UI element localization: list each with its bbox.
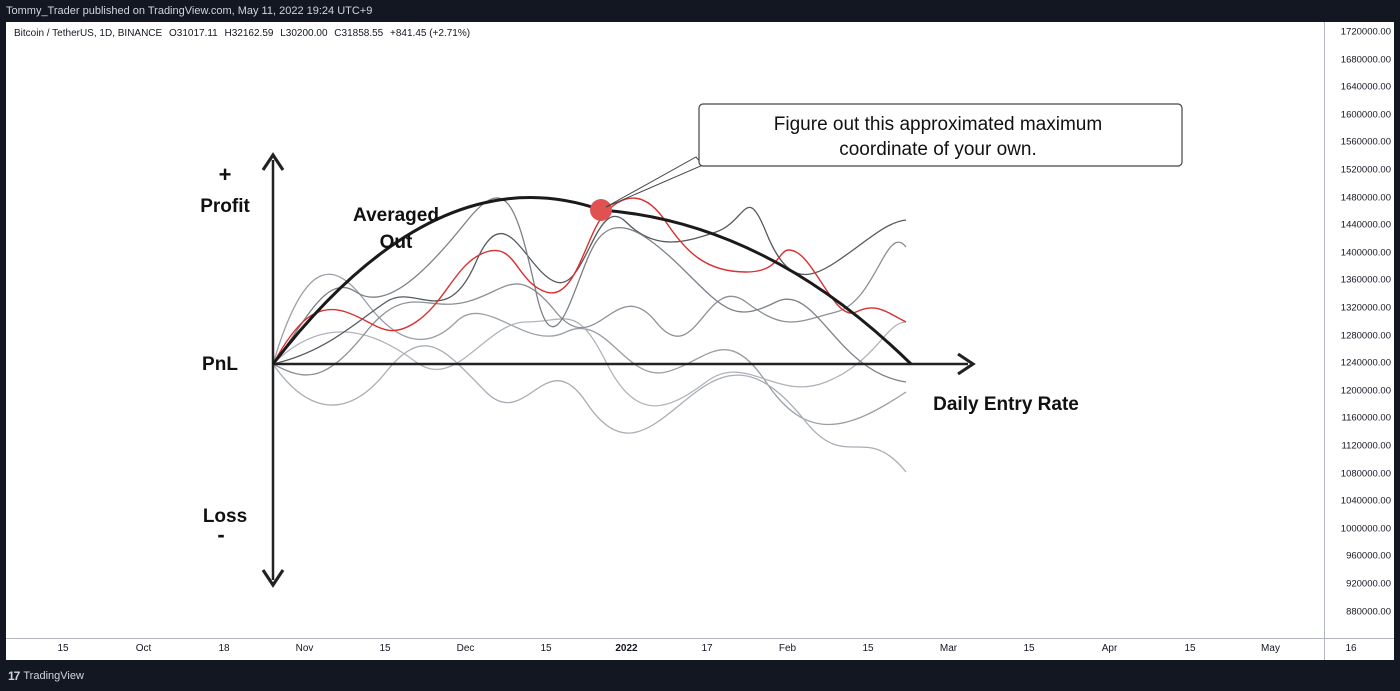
averaged-out-label-line1: Averaged bbox=[353, 205, 439, 226]
time-axis-label: 16 bbox=[1345, 643, 1357, 654]
time-axis-label: Mar bbox=[939, 643, 958, 654]
price-axis-label: 1160000.00 bbox=[1341, 412, 1392, 424]
plus-sign: + bbox=[219, 162, 232, 187]
ohlc-high: H32162.59 bbox=[224, 28, 274, 39]
profit-label: Profit bbox=[200, 196, 250, 217]
price-axis-label: 1560000.00 bbox=[1340, 136, 1391, 148]
axis-corner bbox=[1324, 638, 1394, 660]
time-axis-label: Dec bbox=[456, 643, 475, 654]
pnl-line-gray-2 bbox=[272, 345, 907, 473]
brand-text: TradingView bbox=[23, 670, 84, 682]
price-change: +841.45 (+2.71%) bbox=[390, 28, 471, 39]
time-axis-label: May bbox=[1261, 643, 1280, 654]
price-axis-label: 880000.00 bbox=[1346, 606, 1391, 618]
pnl-line-highlighted bbox=[272, 197, 907, 365]
x-axis-label: Daily Entry Rate bbox=[933, 394, 1079, 415]
pnl-line-gray-1 bbox=[272, 273, 907, 426]
footer-bar: 17 TradingView bbox=[0, 660, 1400, 691]
symbol-legend: Bitcoin / TetherUS, 1D, BINANCE O31017.1… bbox=[14, 28, 474, 39]
price-axis-label: 1280000.00 bbox=[1340, 330, 1391, 342]
price-axis-label: 1480000.00 bbox=[1340, 192, 1391, 204]
pnl-label: PnL bbox=[202, 354, 238, 375]
price-axis-label: 960000.00 bbox=[1346, 550, 1391, 562]
publish-info-text: Tommy_Trader published on TradingView.co… bbox=[6, 5, 373, 17]
averaged-out-label-line2: Out bbox=[380, 232, 413, 253]
time-axis-label: 15 bbox=[540, 643, 552, 654]
time-axis-label: 15 bbox=[57, 643, 69, 654]
time-axis-label: 15 bbox=[1184, 643, 1196, 654]
time-axis-label: Feb bbox=[778, 643, 797, 654]
price-axis[interactable]: 1720000.00 1680000.00 1640000.00 1600000.00… bbox=[1324, 22, 1394, 638]
price-axis-label: 1680000.00 bbox=[1340, 54, 1391, 66]
price-axis-label: 1400000.00 bbox=[1340, 247, 1391, 259]
ohlc-open: O31017.11 bbox=[168, 28, 218, 39]
time-axis-label: 2022 bbox=[615, 643, 638, 654]
price-axis-label: 1040000.00 bbox=[1340, 495, 1391, 507]
loss-label: Loss bbox=[203, 506, 247, 527]
price-axis-label: 1200000.00 bbox=[1340, 385, 1391, 397]
pnl-line-gray-4 bbox=[272, 241, 907, 376]
price-axis-label: 1240000.00 bbox=[1340, 357, 1391, 369]
price-axis-label: 1320000.00 bbox=[1340, 302, 1391, 314]
callout-box bbox=[698, 103, 1183, 167]
tradingview-logo-icon: 17 bbox=[8, 669, 20, 683]
time-axis-label: Apr bbox=[1101, 643, 1118, 654]
time-axis[interactable]: 15 Oct 18 Nov 15 Dec 15 2022 17 Feb 15 Mar 15 Apr 15 Ma… bbox=[6, 638, 1357, 660]
chart-plot-area[interactable]: Bitcoin / TetherUS, 1D, BINANCE O31017.1… bbox=[6, 22, 1324, 638]
price-axis-label: 1640000.00 bbox=[1340, 81, 1391, 93]
price-axis-label: 1600000.00 bbox=[1340, 109, 1391, 121]
ohlc-close: C31858.55 bbox=[334, 28, 384, 39]
price-axis-label: 1520000.00 bbox=[1340, 164, 1391, 176]
price-axis-label: 1360000.00 bbox=[1340, 274, 1391, 286]
ohlc-low: L30200.00 bbox=[280, 28, 328, 39]
time-axis-label: 15 bbox=[862, 643, 874, 654]
price-axis-label: 1720000.00 bbox=[1340, 26, 1391, 38]
time-axis-label: Nov bbox=[295, 643, 314, 654]
publish-info-bar: Tommy_Trader published on TradingView.co… bbox=[0, 0, 1400, 22]
time-axis-label: 18 bbox=[218, 643, 230, 654]
pnl-line-gray-3 bbox=[272, 318, 907, 407]
price-axis-label: 1000000.00 bbox=[1340, 523, 1391, 535]
callout-text-line1: Figure out this approximated maximum bbox=[774, 114, 1102, 135]
symbol-name[interactable]: Bitcoin / TetherUS, 1D, BINANCE bbox=[14, 28, 163, 39]
minus-sign: - bbox=[217, 522, 224, 547]
pnl-line-dark-5 bbox=[272, 206, 907, 365]
price-axis-label: 920000.00 bbox=[1346, 578, 1391, 590]
chart-frame: Bitcoin / TetherUS, 1D, BINANCE O31017.1… bbox=[6, 22, 1394, 660]
time-axis-label: 17 bbox=[701, 643, 713, 654]
peak-marker bbox=[590, 199, 612, 221]
pnl-diagram: Figure out this approximated maximum coo… bbox=[200, 103, 1183, 588]
tradingview-brand[interactable]: 17 TradingView bbox=[8, 669, 84, 683]
sample-pnl-lines bbox=[272, 197, 907, 473]
price-axis-label: 1120000.00 bbox=[1341, 440, 1392, 452]
pnl-line-gray-6 bbox=[272, 197, 907, 383]
callout-text-line2: coordinate of your own. bbox=[839, 139, 1037, 160]
price-axis-label: 1440000.00 bbox=[1340, 219, 1391, 231]
time-axis-label: 15 bbox=[1023, 643, 1035, 654]
time-axis-label: Oct bbox=[135, 643, 152, 654]
time-axis-label: 15 bbox=[379, 643, 391, 654]
price-axis-label: 1080000.00 bbox=[1340, 468, 1391, 480]
callout-pointer bbox=[605, 156, 704, 208]
